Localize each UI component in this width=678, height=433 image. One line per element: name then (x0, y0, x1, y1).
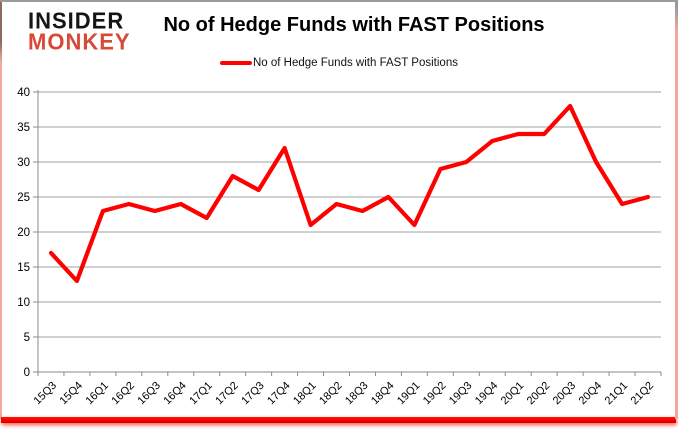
bottom-red-bar (1, 417, 676, 423)
x-tick-label: 16Q1 (83, 380, 111, 408)
x-tick-label: 19Q4 (473, 380, 501, 408)
x-tick-label: 19Q2 (421, 380, 449, 408)
series-line (48, 103, 651, 284)
x-tick-label: 18Q1 (291, 380, 319, 408)
logo-text-insider: INSIDER (28, 7, 125, 34)
logo-text-monkey: MONKEY (28, 28, 131, 55)
x-tick-label: 20Q4 (577, 380, 605, 408)
y-tick-label: 25 (17, 192, 30, 204)
y-tick-label: 35 (17, 122, 30, 134)
y-tick-label: 30 (17, 157, 30, 169)
y-tick-label: 10 (17, 297, 30, 309)
chart-title: No of Hedge Funds with FAST Positions (163, 14, 545, 36)
x-tick-label: 17Q3 (239, 380, 267, 408)
x-tick-label: 21Q2 (629, 380, 657, 408)
legend-line-swatch (220, 61, 252, 65)
x-tick-label: 17Q4 (265, 380, 293, 408)
x-tick-label: 17Q1 (187, 380, 215, 408)
y-tick-label: 0 (24, 367, 30, 379)
x-tick-label: 20Q2 (525, 380, 553, 408)
x-tick-label: 17Q2 (213, 380, 241, 408)
x-tick-label: 16Q2 (109, 380, 137, 408)
x-tick-label: 19Q1 (395, 380, 423, 408)
x-tick-label: 15Q3 (32, 380, 60, 408)
y-tick-label: 15 (17, 262, 30, 274)
y-tick-label: 40 (17, 87, 30, 99)
y-tick-label: 5 (24, 332, 30, 344)
x-tick-label: 20Q3 (551, 380, 579, 408)
x-tick-label: 21Q1 (603, 380, 631, 408)
x-tick-label: 18Q4 (369, 380, 397, 408)
x-tick-label: 15Q4 (58, 380, 86, 408)
x-tick-label: 16Q4 (161, 380, 189, 408)
x-tick-label: 18Q2 (317, 380, 345, 408)
legend: No of Hedge Funds with FAST Positions (0, 57, 678, 69)
x-tick-label: 16Q3 (135, 380, 163, 408)
legend-label: No of Hedge Funds with FAST Positions (253, 57, 458, 69)
x-tick-label: 18Q3 (343, 380, 371, 408)
x-tick-label: 20Q1 (499, 380, 527, 408)
y-tick-label: 20 (17, 227, 30, 239)
x-tick-label: 19Q3 (447, 380, 475, 408)
insider-monkey-logo: INSIDER MONKEY (28, 7, 131, 55)
